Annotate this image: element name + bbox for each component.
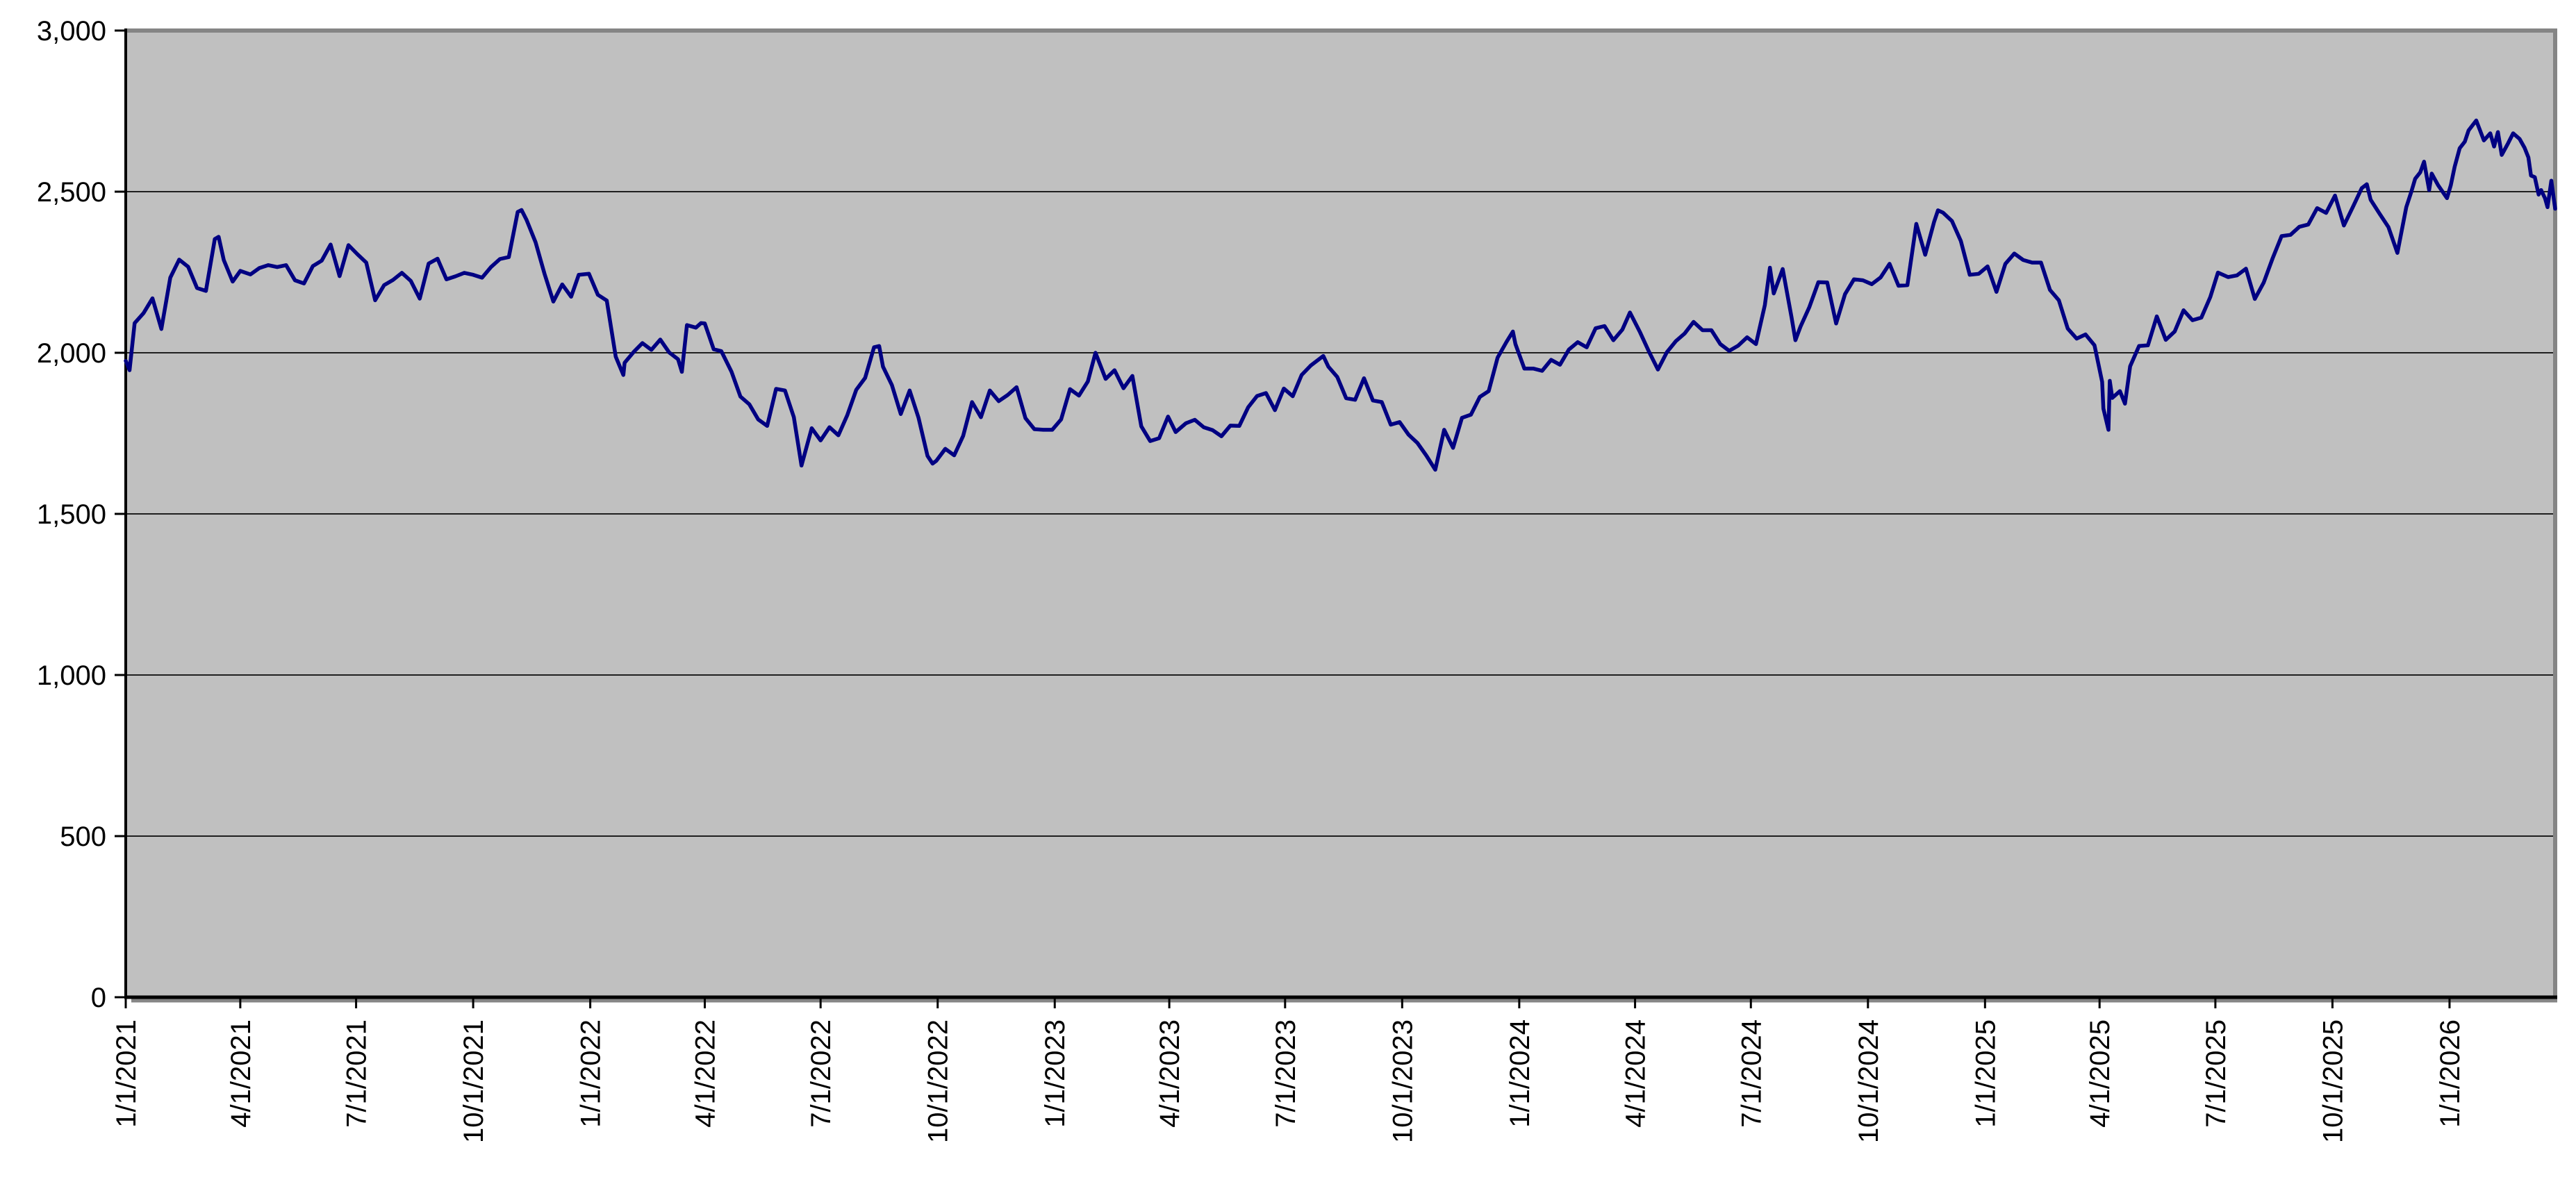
price-series-line bbox=[124, 118, 2557, 472]
y-axis-tick-label: 2,000 bbox=[37, 338, 106, 369]
x-axis-tick-label: 10/1/2022 bbox=[923, 1019, 954, 1143]
x-axis-tick-label: 1/1/2021 bbox=[111, 1019, 142, 1128]
x-axis-tick-label: 7/1/2023 bbox=[1271, 1019, 1301, 1128]
x-axis-tick-label: 4/1/2021 bbox=[226, 1019, 256, 1128]
x-axis-tick-label: 10/1/2021 bbox=[459, 1019, 489, 1143]
x-axis-tick-label: 7/1/2022 bbox=[806, 1019, 836, 1128]
x-axis-tick-label: 4/1/2024 bbox=[1621, 1019, 1651, 1128]
x-axis-tick-label: 7/1/2025 bbox=[2201, 1019, 2231, 1128]
x-axis-tick-label: 4/1/2025 bbox=[2085, 1019, 2115, 1128]
x-axis-tick-label: 10/1/2023 bbox=[1387, 1019, 1418, 1143]
x-axis-tick-label: 4/1/2022 bbox=[690, 1019, 720, 1128]
x-axis-tick-label: 10/1/2025 bbox=[2318, 1019, 2348, 1143]
x-axis-tick-label: 1/1/2026 bbox=[2435, 1019, 2466, 1128]
x-axis-tick-label: 4/1/2023 bbox=[1155, 1019, 1185, 1128]
x-axis-tick-label: 1/1/2022 bbox=[576, 1019, 606, 1128]
x-axis-tick-label: 7/1/2021 bbox=[342, 1019, 372, 1128]
x-axis-tick-label: 10/1/2024 bbox=[1853, 1019, 1884, 1143]
y-axis-tick-label: 1,000 bbox=[37, 660, 106, 691]
x-axis-tick-label: 7/1/2024 bbox=[1736, 1019, 1767, 1128]
x-axis-tick-label: 1/1/2023 bbox=[1040, 1019, 1071, 1128]
y-axis-tick-label: 1,500 bbox=[37, 499, 106, 530]
y-axis-tick-label: 2,500 bbox=[37, 177, 106, 208]
y-axis-tick-label: 3,000 bbox=[37, 16, 106, 47]
y-axis-tick-label: 500 bbox=[60, 822, 106, 852]
x-axis-tick-label: 1/1/2024 bbox=[1505, 1019, 1535, 1128]
y-axis-tick-label: 0 bbox=[91, 983, 106, 1013]
x-axis-tick-label: 1/1/2025 bbox=[1970, 1019, 2001, 1128]
